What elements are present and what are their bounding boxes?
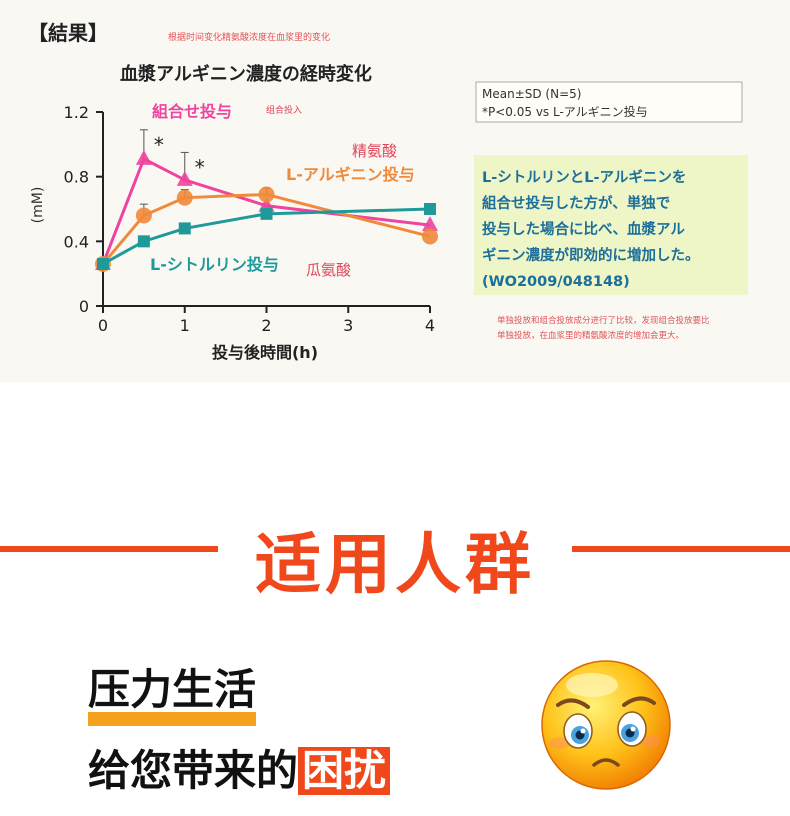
data-point	[137, 235, 150, 248]
conclusion-line-3: 投与した場合に比べ、血漿アル	[482, 220, 685, 238]
stats-box	[475, 81, 743, 123]
header-line-left	[0, 546, 218, 552]
y-tick-label: 0.4	[64, 232, 89, 251]
conclusion-line-4: ギニン濃度が即効的に増加した。	[482, 246, 700, 264]
data-point	[176, 170, 193, 186]
header-line-right	[572, 546, 790, 552]
data-point	[422, 228, 438, 245]
data-point	[258, 186, 275, 203]
series-note: 瓜氨酸	[306, 261, 351, 279]
section-label: 【結果】	[28, 21, 108, 45]
data-point	[424, 203, 436, 215]
conclusion-line-1: L-シトルリンとL-アルギニンを	[482, 169, 686, 186]
body-line-2-prefix: 给您带来的	[88, 746, 299, 795]
body-line-2-highlight: 困扰	[298, 747, 391, 795]
stats-line-1: Mean±SD (N=5)	[482, 87, 581, 101]
chart-panel: 【結果】 根据时间变化精氨酸浓度在血浆里的变化 血漿アルギニン濃度の経時変化 (…	[0, 0, 790, 382]
x-tick-label: 2	[261, 316, 271, 335]
section-title: 适用人群	[255, 526, 535, 603]
series-note: 精氨酸	[352, 142, 397, 160]
y-tick-label: 0.8	[64, 168, 89, 187]
y-axis-label: (mM)	[30, 187, 46, 224]
x-tick-label: 3	[343, 316, 353, 335]
axis-ticks: 0 1 2 3 4 0 0.4 0.8 1.2	[64, 103, 436, 335]
x-tick-label: 1	[180, 316, 190, 335]
body-line-2: 给您带来的困扰	[88, 737, 391, 798]
y-tick-label: 0	[79, 297, 89, 316]
chinese-note-top: 根据时间变化精氨酸浓度在血浆里的变化	[168, 31, 330, 43]
data-point	[178, 222, 191, 235]
series-layer: **	[95, 129, 438, 272]
y-tick-label: 1.2	[64, 103, 89, 122]
body-line-1-text: 压力生活	[88, 669, 257, 726]
data-point	[260, 207, 273, 220]
chart-svg: 【結果】 根据时间变化精氨酸浓度在血浆里的变化 血漿アルギニン濃度の経時変化 (…	[28, 21, 748, 362]
data-point	[422, 216, 438, 232]
data-point	[176, 189, 193, 206]
chart-title: 血漿アルギニン濃度の経時変化	[120, 63, 372, 85]
data-point	[135, 149, 152, 165]
series-labels: 組合せ投与 组合投入 L-アルギニン投与 精氨酸 L-シトルリン投与 瓜氨酸	[150, 102, 415, 279]
stats-line-2: *P<0.05 vs L-アルギニン投与	[482, 104, 648, 119]
series-label: L-シトルリン投与	[150, 255, 279, 274]
chinese-note-bottom-2: 单独投放，在血浆里的精氨酸浓度的增加会更大。	[497, 330, 684, 341]
conclusion-line-2: 組合せ投与した方が、単独で	[482, 194, 670, 212]
series-label: L-アルギニン投与	[286, 165, 415, 184]
worried-face-icon	[541, 660, 671, 790]
x-tick-label: 0	[98, 316, 108, 335]
x-axis-label: 投与後時間(h)	[212, 343, 318, 362]
conclusion-line-5: (WO2009/048148)	[482, 274, 630, 290]
series-label: 組合せ投与	[152, 102, 232, 121]
section-header: 适用人群	[0, 505, 790, 603]
chinese-note-bottom-1: 单独投放和组合投放成分进行了比较，发现组合投放要比	[497, 315, 710, 326]
body-line-1: 压力生活	[88, 665, 257, 726]
x-tick-label: 4	[425, 316, 435, 335]
series-note: 组合投入	[266, 104, 302, 116]
conclusion-box	[474, 155, 748, 295]
significance-mark: *	[154, 133, 164, 157]
significance-mark: *	[195, 155, 205, 179]
data-point	[135, 207, 152, 224]
data-point	[97, 257, 109, 270]
